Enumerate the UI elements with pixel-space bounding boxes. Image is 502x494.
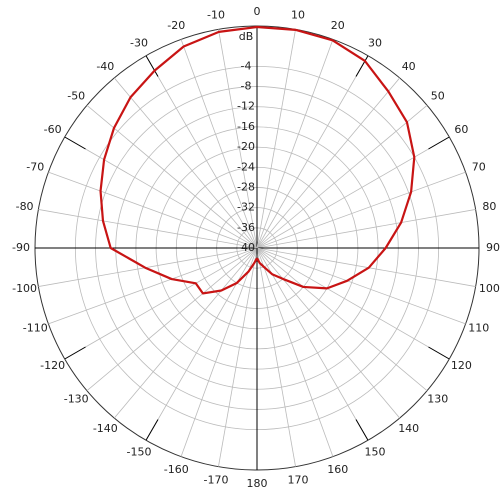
theta-tick-label: -70 xyxy=(26,160,44,173)
theta-tick-label: 140 xyxy=(398,422,419,435)
grid-spoke xyxy=(113,77,258,249)
grid-spoke xyxy=(256,104,428,249)
r-tick-label: -24 xyxy=(237,160,255,173)
grid-spoke xyxy=(86,247,258,392)
grid-spoke xyxy=(256,247,466,325)
grid-spoke xyxy=(38,209,258,249)
theta-tick-label: -120 xyxy=(40,359,65,372)
r-tick-label: -16 xyxy=(237,120,255,133)
major-tick xyxy=(355,419,369,441)
theta-tick-label: 10 xyxy=(291,9,305,22)
grid-spoke xyxy=(180,247,258,457)
theta-tick-label: 180 xyxy=(247,477,268,490)
grid-spoke xyxy=(48,247,258,325)
theta-tick-label: 40 xyxy=(402,60,416,73)
r-tick-label: -32 xyxy=(237,201,255,214)
grid-spoke xyxy=(256,247,450,360)
theta-tick-label: -100 xyxy=(12,282,37,295)
theta-tick-label: 170 xyxy=(287,473,308,486)
grid-spoke xyxy=(256,247,476,287)
theta-tick-label: -150 xyxy=(127,445,152,458)
grid-spoke xyxy=(256,247,401,419)
theta-tick-label: -140 xyxy=(93,422,118,435)
r-tick-label: -36 xyxy=(237,221,255,234)
grid-spoke xyxy=(256,39,334,249)
major-tick xyxy=(64,346,86,360)
grid-spoke xyxy=(256,77,401,249)
theta-tick-label: -60 xyxy=(44,123,62,136)
grid-spoke xyxy=(64,247,258,360)
theta-tick-label: 130 xyxy=(427,393,448,406)
theta-tick-label: -20 xyxy=(167,19,185,32)
r-tick-label: -28 xyxy=(237,180,255,193)
theta-tick-label: -80 xyxy=(16,200,34,213)
major-tick xyxy=(428,346,450,360)
grid-spoke xyxy=(256,247,334,457)
major-tick xyxy=(428,136,450,150)
grid-spoke xyxy=(64,136,258,249)
r-tick-label: -20 xyxy=(237,140,255,153)
grid-spoke xyxy=(256,29,296,249)
theta-tick-label: 0 xyxy=(254,5,261,18)
theta-tick-label: 30 xyxy=(368,37,382,50)
major-tick xyxy=(355,55,369,77)
grid-spoke xyxy=(86,104,258,249)
r-tick-label: -8 xyxy=(241,80,252,93)
theta-tick-label: -40 xyxy=(96,60,114,73)
pattern-line xyxy=(99,25,416,295)
theta-tick-label: -30 xyxy=(130,37,148,50)
grid-spoke xyxy=(218,29,258,249)
grid-spoke xyxy=(113,247,258,419)
theta-tick-label: 80 xyxy=(482,200,496,213)
theta-tick-label: 150 xyxy=(365,445,386,458)
theta-tick-label: -130 xyxy=(64,393,89,406)
theta-tick-label: 100 xyxy=(479,282,500,295)
grid-spoke xyxy=(180,39,258,249)
grid-spoke xyxy=(218,247,258,467)
r-tick-label: -40 xyxy=(237,241,255,254)
theta-tick-label: 120 xyxy=(451,359,472,372)
theta-tick-label: 160 xyxy=(327,463,348,476)
theta-tick-label: 50 xyxy=(431,89,445,102)
r-tick-label: -4 xyxy=(241,59,252,72)
major-tick xyxy=(145,55,159,77)
major-tick xyxy=(145,419,159,441)
grid-spoke xyxy=(38,247,258,287)
grid-spoke xyxy=(256,247,296,467)
theta-tick-label: -90 xyxy=(12,241,30,254)
theta-tick-label: 60 xyxy=(454,123,468,136)
plot-area xyxy=(99,25,416,295)
r-tick-label: -12 xyxy=(237,100,255,113)
theta-tick-label: 20 xyxy=(331,19,345,32)
grid-spoke xyxy=(145,55,258,249)
theta-tick-label: -50 xyxy=(67,89,85,102)
grid-spoke xyxy=(256,55,369,249)
theta-tick-label: 90 xyxy=(486,241,500,254)
grid-spoke xyxy=(256,209,476,249)
theta-tick-label: -160 xyxy=(164,463,189,476)
theta-tick-label: -10 xyxy=(207,9,225,22)
grid-spoke xyxy=(48,171,258,249)
grid-spoke xyxy=(256,247,369,441)
grid-spoke xyxy=(256,171,466,249)
unit-label: dB xyxy=(239,30,254,43)
theta-tick-label: 70 xyxy=(472,160,486,173)
grid-spoke xyxy=(256,247,428,392)
major-tick xyxy=(64,136,86,150)
grid xyxy=(34,25,480,471)
grid-spoke xyxy=(256,136,450,249)
theta-tick-label: -110 xyxy=(23,322,48,335)
theta-tick-label: 110 xyxy=(468,322,489,335)
theta-tick-label: -170 xyxy=(204,473,229,486)
